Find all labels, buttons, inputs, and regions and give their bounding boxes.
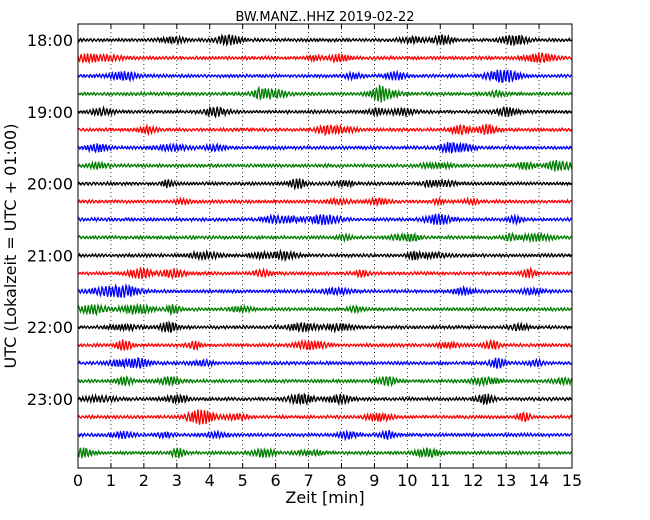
x-tick-label: 1 — [106, 471, 116, 490]
trace-group — [77, 33, 573, 459]
seismogram-trace — [77, 338, 573, 352]
x-tick-label: 6 — [271, 471, 281, 490]
seismogram-trace — [77, 33, 573, 47]
x-axis-label: Zeit [min] — [285, 488, 364, 507]
x-tick-label: 5 — [238, 471, 248, 490]
y-tick-label: 23:00 — [27, 390, 73, 409]
seismogram-trace — [77, 282, 573, 299]
seismogram-trace — [77, 196, 573, 208]
seismogram-trace — [77, 231, 572, 244]
seismogram-trace — [77, 320, 573, 334]
x-tick-label: 7 — [303, 471, 313, 490]
x-tick-label: 0 — [73, 471, 83, 490]
x-tick-label: 2 — [139, 471, 149, 490]
seismogram-trace — [77, 429, 572, 442]
x-tick-label: 14 — [529, 471, 549, 490]
y-tick-label: 20:00 — [27, 175, 73, 194]
seismogram-trace — [77, 141, 573, 155]
x-tick-label: 13 — [496, 471, 516, 490]
y-tick-label: 21:00 — [27, 246, 73, 265]
seismogram-trace — [77, 266, 573, 281]
seismogram-trace — [77, 248, 573, 263]
x-tick-label: 8 — [336, 471, 346, 490]
seismogram-trace — [77, 375, 573, 388]
x-tick-label: 3 — [172, 471, 182, 490]
seismogram-trace — [77, 392, 573, 406]
x-tick-label: 10 — [397, 471, 417, 490]
x-tick-label: 9 — [369, 471, 379, 490]
y-tick-label: 19:00 — [27, 103, 73, 122]
seismogram-trace — [77, 409, 573, 425]
y-tick-label: 22:00 — [27, 318, 73, 337]
x-axis-ticks: 0 1 2 3 4 5 6 7 8 9 10 11 12 13 14 15 — [73, 24, 582, 490]
seismogram-trace — [77, 84, 573, 103]
x-tick-label: 11 — [430, 471, 450, 490]
seismogram-trace — [77, 177, 573, 191]
x-tick-label: 12 — [463, 471, 483, 490]
plot-frame — [77, 23, 573, 469]
seismogram-trace — [77, 356, 573, 370]
seismogram-trace — [77, 69, 573, 83]
y-axis-label: UTC (Lokalzeit = UTC + 01:00) — [1, 124, 20, 369]
seismogram-trace — [77, 52, 572, 65]
seismogram-trace — [77, 446, 573, 459]
seismogram-trace — [77, 302, 572, 317]
x-tick-label: 15 — [562, 471, 582, 490]
y-axis-ticks: 18:00 19:00 20:00 21:00 22:00 23:00 — [27, 31, 572, 409]
seismogram-trace — [77, 213, 573, 226]
y-tick-label: 18:00 — [27, 31, 73, 50]
seismogram-trace — [77, 123, 573, 137]
x-tick-label: 4 — [205, 471, 215, 490]
seismogram-trace — [77, 105, 573, 119]
seismogram-trace — [77, 159, 573, 172]
chart-title: BW.MANZ..HHZ 2019-02-22 — [235, 10, 414, 25]
